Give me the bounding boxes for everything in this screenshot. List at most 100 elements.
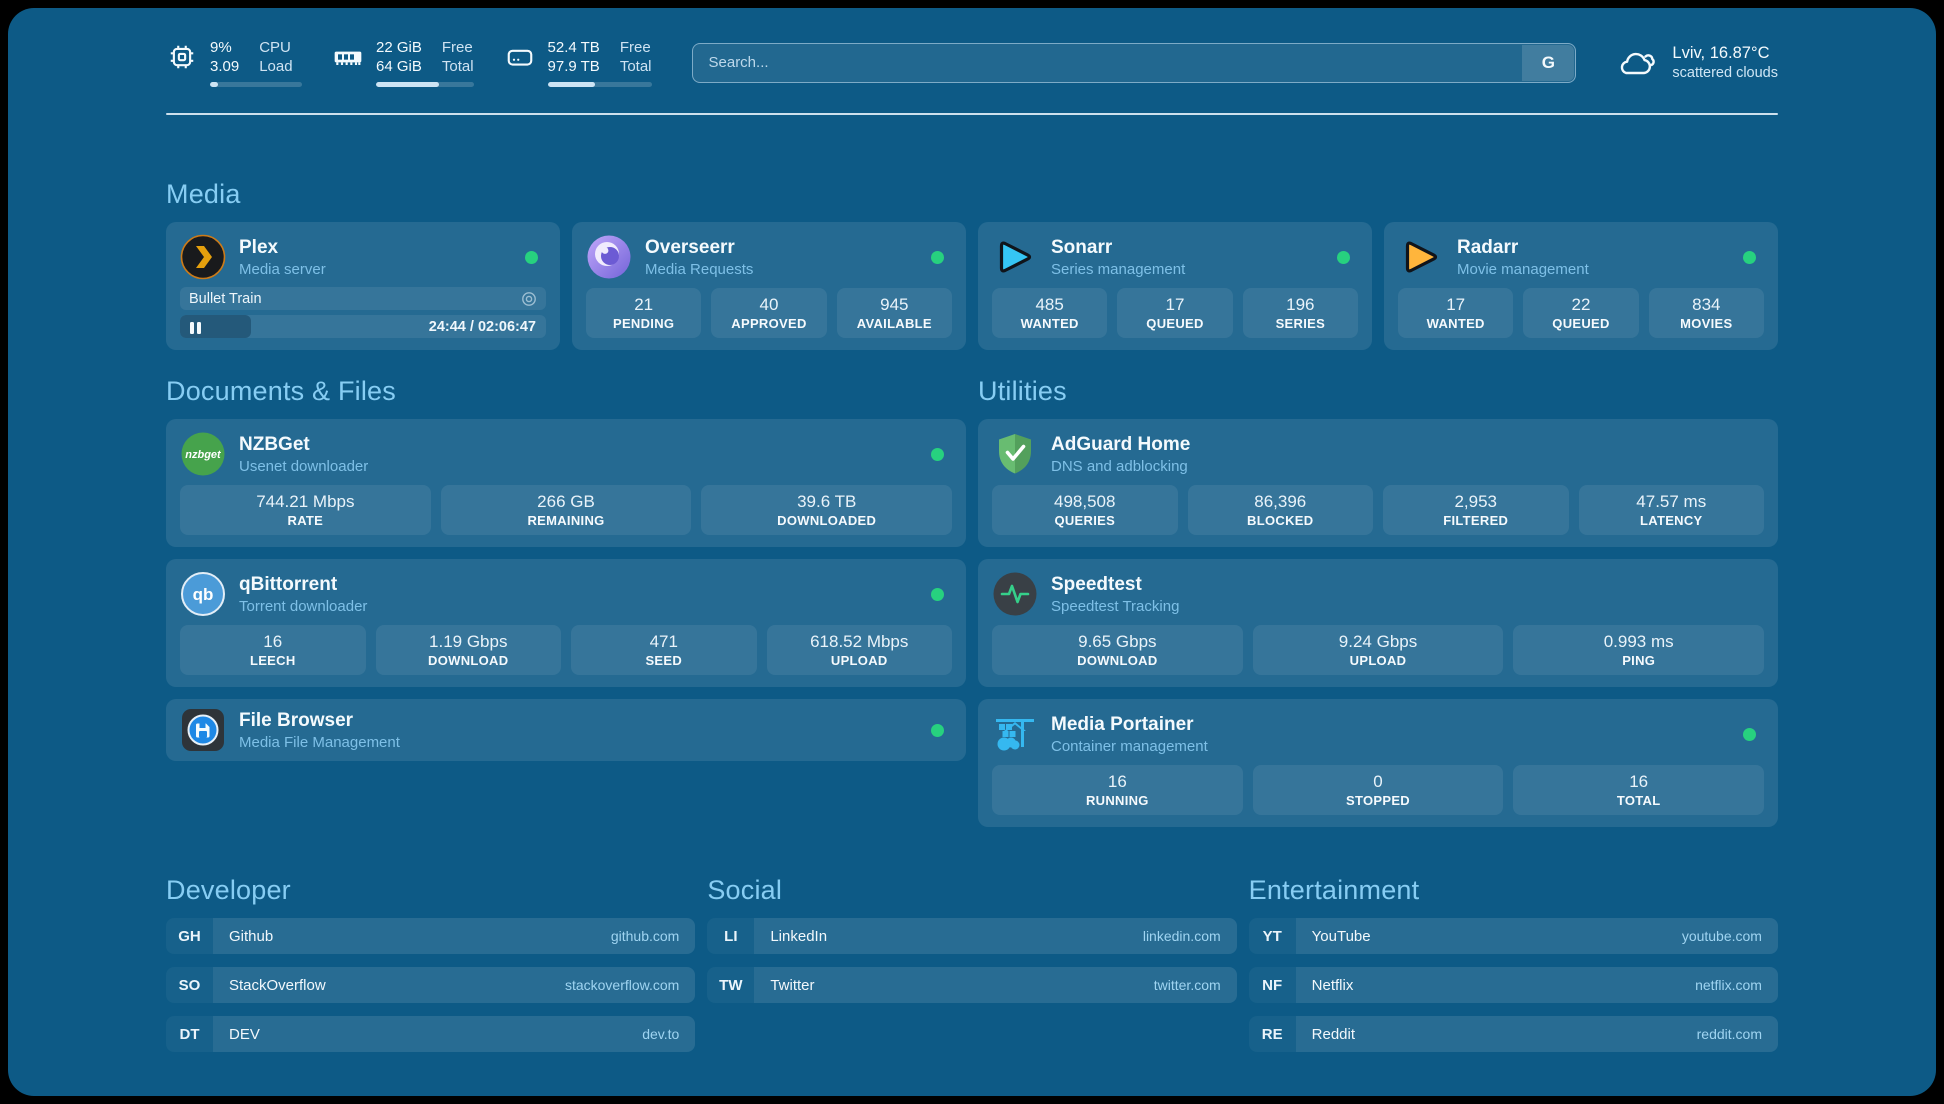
stat-label: TOTAL	[1616, 793, 1661, 808]
stat-label: QUEUED	[1552, 316, 1610, 331]
status-online-dot	[931, 587, 944, 601]
stat-rate: 744.21 Mbps RATE	[180, 485, 431, 535]
link-name: DEV	[229, 1025, 260, 1043]
service-card-nzbget: nzbget NZBGet Usenet downloader 74	[166, 419, 966, 547]
ram-total-value: 64 GiB	[376, 58, 422, 75]
status-online-dot	[1743, 250, 1756, 264]
service-card-radarr: Radarr Movie management 17 WANTED 22 QUE…	[1384, 222, 1778, 350]
service-card-speedtest: Speedtest Speedtest Tracking 9.65 Gbps D…	[978, 559, 1778, 687]
stat-download: 9.65 Gbps DOWNLOAD	[992, 625, 1243, 675]
stat-label: SEED	[645, 653, 683, 668]
section-title-utilities: Utilities	[978, 376, 1067, 406]
status-online-dot	[1337, 250, 1350, 264]
service-name: qBittorrent	[239, 573, 338, 595]
link-abbr-badge: YT	[1248, 918, 1296, 954]
cpu-load-label: Load	[259, 58, 293, 75]
link-name: LinkedIn	[770, 927, 828, 945]
pause-icon[interactable]	[189, 321, 202, 335]
service-link-adguard[interactable]: AdGuard Home DNS and adblocking	[992, 431, 1764, 477]
stat-label: DOWNLOAD	[428, 653, 509, 668]
service-card-filebrowser: File Browser Media File Management	[166, 699, 966, 761]
service-link-filebrowser[interactable]: File Browser Media File Management	[180, 707, 952, 753]
weather-location-temp: Lviv, 16.87°C	[1672, 43, 1770, 62]
service-link-portainer[interactable]: Media Portainer Container management	[992, 711, 1764, 757]
search-engine-button[interactable]: G	[1522, 44, 1575, 81]
stat-running: 16 RUNNING	[992, 765, 1243, 815]
stat-value: 9.24 Gbps	[1338, 632, 1418, 651]
disk-icon	[504, 41, 536, 73]
link-dev[interactable]: DT DEV dev.to	[166, 1016, 696, 1052]
service-link-speedtest[interactable]: Speedtest Speedtest Tracking	[992, 571, 1764, 617]
link-name: Github	[229, 927, 274, 945]
link-abbr-badge: NF	[1248, 967, 1296, 1003]
service-card-overseerr: Overseerr Media Requests 21 PENDING 40 A…	[572, 222, 966, 350]
stat-value: 1.19 Gbps	[429, 632, 508, 651]
stat-label: STOPPED	[1346, 793, 1410, 808]
stat-latency: 47.57 ms LATENCY	[1578, 485, 1764, 535]
link-github[interactable]: GH Github github.com	[166, 918, 696, 954]
link-netflix[interactable]: NF Netflix netflix.com	[1248, 967, 1778, 1003]
speedtest-logo-icon	[992, 571, 1038, 617]
stat-value: 16	[263, 632, 283, 651]
service-name: Overseerr	[645, 236, 735, 258]
link-name: Twitter	[770, 976, 815, 994]
stat-filtered: 2,953 FILTERED	[1383, 485, 1569, 535]
link-twitter[interactable]: TW Twitter twitter.com	[707, 967, 1237, 1003]
disk-total-label: Total	[619, 58, 652, 75]
link-stackoverflow[interactable]: SO StackOverflow stackoverflow.com	[166, 967, 696, 1003]
service-description: Speedtest Tracking	[1051, 597, 1180, 615]
link-url: linkedin.com	[1142, 928, 1221, 944]
link-name: YouTube	[1311, 927, 1371, 945]
stat-label: DOWNLOAD	[1077, 653, 1158, 668]
nzbget-logo-icon: nzbget	[180, 431, 226, 477]
service-link-qbittorrent[interactable]: qb qBittorrent Torrent downloader	[180, 571, 952, 617]
link-linkedin[interactable]: LI LinkedIn linkedin.com	[707, 918, 1237, 954]
stat-value: 485	[1035, 295, 1064, 314]
service-link-radarr[interactable]: Radarr Movie management	[1398, 234, 1764, 280]
stat-series: 196 SERIES	[1242, 288, 1358, 338]
stat-label: WANTED	[1426, 316, 1485, 331]
stat-value: 945	[880, 295, 909, 314]
service-link-nzbget[interactable]: nzbget NZBGet Usenet downloader	[180, 431, 952, 477]
stat-upload: 9.24 Gbps UPLOAD	[1252, 625, 1504, 675]
link-youtube[interactable]: YT YouTube youtube.com	[1248, 918, 1778, 954]
section-title-documents: Documents & Files	[166, 376, 396, 406]
service-description: Series management	[1051, 260, 1186, 278]
stat-value: 9.65 Gbps	[1078, 632, 1157, 651]
service-link-sonarr[interactable]: Sonarr Series management	[992, 234, 1358, 280]
stat-wanted: 485 WANTED	[992, 288, 1108, 338]
status-online-dot	[931, 447, 944, 461]
ram-icon	[332, 41, 364, 73]
disk-stat: 52.4 TB 97.9 TB Free Total	[504, 38, 652, 87]
stat-label: SERIES	[1275, 316, 1326, 331]
stat-ping: 0.993 ms PING	[1513, 625, 1765, 675]
service-description: Media File Management	[239, 733, 400, 751]
service-link-overseerr[interactable]: Overseerr Media Requests	[586, 234, 952, 280]
search-input[interactable]	[691, 42, 1577, 83]
ram-free-value: 22 GiB	[376, 39, 422, 56]
service-description: Usenet downloader	[239, 457, 369, 475]
status-online-dot	[1743, 727, 1756, 741]
stat-wanted: 17 WANTED	[1398, 288, 1514, 338]
stat-label: UPLOAD	[1349, 653, 1407, 668]
link-name: Netflix	[1311, 976, 1354, 994]
service-link-plex[interactable]: Plex Media server	[180, 234, 546, 280]
stat-value: 40	[759, 295, 779, 314]
stat-queued: 22 QUEUED	[1523, 288, 1639, 338]
service-name: AdGuard Home	[1051, 433, 1191, 455]
stat-label: DOWNLOADED	[777, 513, 877, 528]
cpu-usage-value: 9%	[210, 39, 232, 56]
link-reddit[interactable]: RE Reddit reddit.com	[1248, 1016, 1778, 1052]
stat-value: 22	[1571, 295, 1591, 314]
link-abbr-badge: SO	[166, 967, 213, 1003]
ram-total-label: Total	[441, 58, 474, 75]
stat-stopped: 0 STOPPED	[1252, 765, 1504, 815]
service-card-adguard: AdGuard Home DNS and adblocking 498,508 …	[978, 419, 1778, 547]
header-divider	[166, 113, 1778, 115]
playback-progress-bar[interactable]: 24:44 / 02:06:47	[180, 315, 546, 338]
playback-time: 24:44 / 02:06:47	[428, 319, 536, 335]
service-name: Sonarr	[1051, 236, 1113, 258]
stat-pending: 21 PENDING	[586, 288, 702, 338]
link-url: reddit.com	[1696, 1026, 1762, 1042]
stat-value: 39.6 TB	[797, 492, 857, 511]
